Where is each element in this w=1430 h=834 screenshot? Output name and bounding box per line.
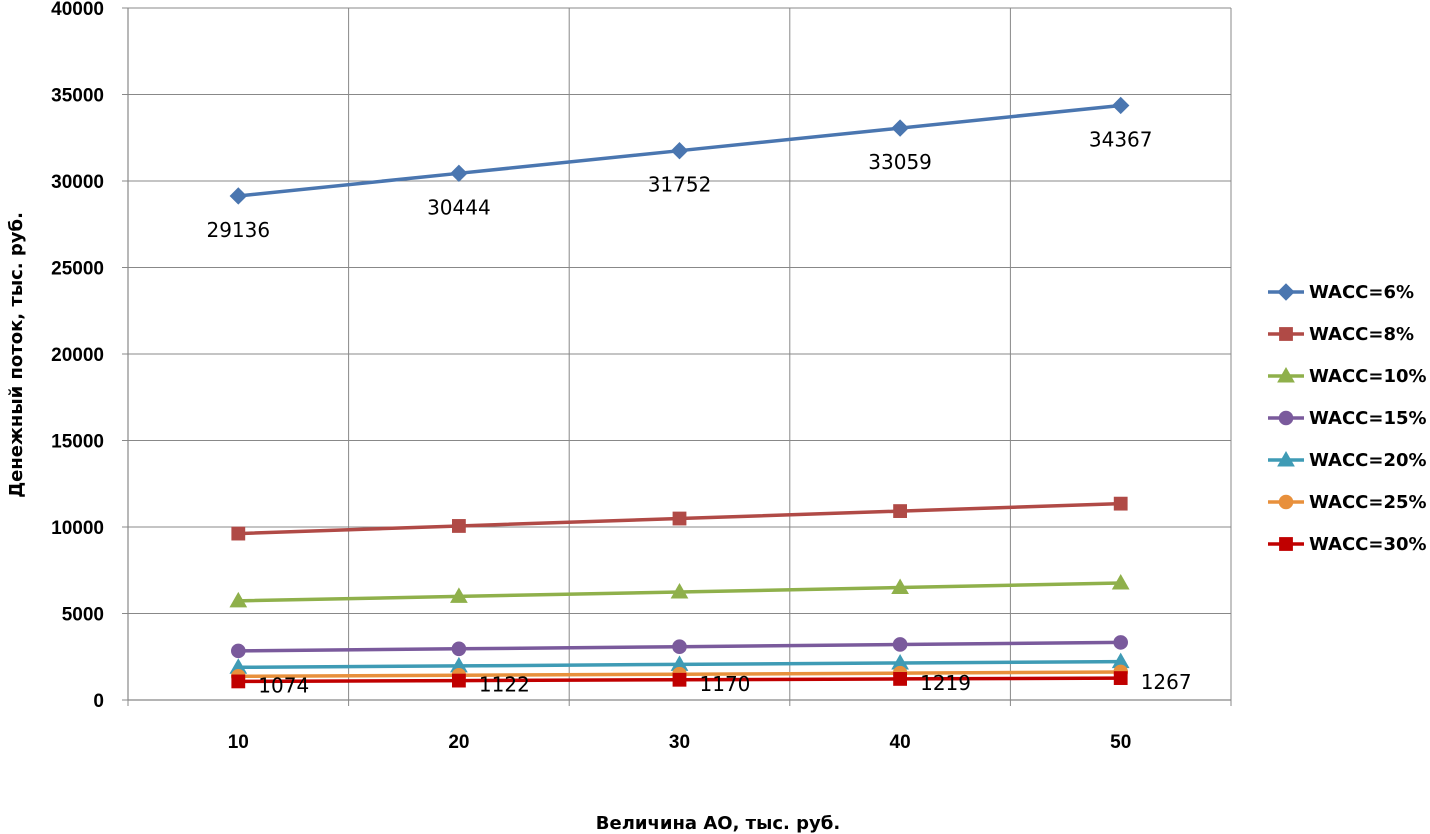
legend-label: WACC=8% <box>1309 324 1414 345</box>
legend-label: WACC=20% <box>1309 450 1427 471</box>
x-tick-label: 40 <box>890 732 911 753</box>
series-group <box>229 96 1130 689</box>
series-2 <box>229 574 1130 608</box>
data-point <box>450 164 468 183</box>
data-point <box>452 519 466 533</box>
data-point <box>1113 496 1128 511</box>
legend-marker <box>1277 366 1295 383</box>
axes <box>122 7 1232 706</box>
legend-marker <box>1277 283 1295 301</box>
legend-entry: WACC=15% <box>1268 408 1427 429</box>
legend-marker <box>1277 450 1295 467</box>
data-point <box>231 643 246 659</box>
data-label: 31752 <box>648 173 712 197</box>
x-axis-title: Величина АО, тыс. руб. <box>596 813 840 834</box>
x-tick-label: 20 <box>448 732 469 753</box>
data-point <box>891 119 909 137</box>
legend-entry: WACC=30% <box>1268 534 1427 555</box>
series-1 <box>231 496 1128 541</box>
legend-label: WACC=25% <box>1309 492 1427 513</box>
legend-marker <box>1278 410 1294 426</box>
legend-entry: WACC=8% <box>1268 324 1414 345</box>
y-tick-label: 40000 <box>51 0 104 20</box>
series-0 <box>229 96 1130 205</box>
legend-label: WACC=30% <box>1309 534 1427 555</box>
data-label: 33059 <box>868 150 932 174</box>
data-point <box>1113 635 1128 650</box>
legend-marker <box>1279 537 1293 551</box>
legend-marker <box>1278 494 1294 510</box>
data-point <box>893 504 908 518</box>
y-tick-label: 30000 <box>51 172 104 193</box>
data-label: 1074 <box>258 673 309 697</box>
data-point <box>670 583 689 599</box>
data-label: 30444 <box>427 195 491 219</box>
data-label: 1170 <box>700 672 751 696</box>
data-point <box>1111 574 1130 590</box>
data-point <box>670 141 689 160</box>
data-point <box>231 526 246 541</box>
legend-entry: WACC=6% <box>1268 282 1414 303</box>
data-point <box>1111 96 1130 115</box>
data-label: 1219 <box>920 671 971 695</box>
data-point <box>893 672 908 686</box>
legend-marker <box>1279 327 1293 341</box>
legend-label: WACC=6% <box>1309 282 1414 303</box>
y-tick-label: 15000 <box>51 432 104 453</box>
x-tick-label: 30 <box>669 732 690 753</box>
series-4 <box>229 652 1130 674</box>
data-label: 1267 <box>1141 670 1192 694</box>
data-point <box>229 591 248 608</box>
y-tick-label: 10000 <box>51 518 104 539</box>
data-point <box>229 187 248 205</box>
y-tick-label: 0 <box>93 691 104 712</box>
legend-label: WACC=10% <box>1309 366 1427 387</box>
legend: WACC=6% WACC=8% WACC=10% WACC=15% WACC=20% WA… <box>1268 282 1427 555</box>
data-label: 29136 <box>206 218 270 242</box>
tick-labels: 0 5000 10000 15000 20000 25000 30000 35000 40000… <box>51 0 1131 753</box>
data-point <box>892 637 908 652</box>
x-tick-label: 50 <box>1110 732 1131 753</box>
data-labels: 29136 30444 31752 33059 34367 1074 1122 1170 121… <box>206 127 1191 697</box>
data-point <box>672 511 687 526</box>
legend-entry: WACC=20% <box>1268 450 1427 471</box>
series-3 <box>231 635 1128 659</box>
y-axis-title: Денежный поток, тыс. руб. <box>6 212 27 498</box>
data-point <box>1113 671 1128 685</box>
x-tick-label: 10 <box>228 732 249 753</box>
data-point <box>452 673 466 688</box>
data-point <box>672 639 687 655</box>
y-tick-label: 25000 <box>51 259 104 280</box>
data-label: 34367 <box>1089 127 1153 151</box>
y-tick-label: 20000 <box>51 345 104 366</box>
data-point <box>450 587 468 603</box>
data-point <box>891 578 909 595</box>
y-tick-label: 35000 <box>51 86 104 107</box>
y-tick-label: 5000 <box>62 605 104 626</box>
data-point <box>231 674 246 689</box>
legend-label: WACC=15% <box>1309 408 1427 429</box>
legend-entry: WACC=25% <box>1268 492 1427 513</box>
data-label: 1122 <box>479 673 530 697</box>
data-point <box>672 672 687 687</box>
series-6 <box>231 671 1128 689</box>
data-point <box>451 641 467 657</box>
legend-entry: WACC=10% <box>1268 366 1427 387</box>
